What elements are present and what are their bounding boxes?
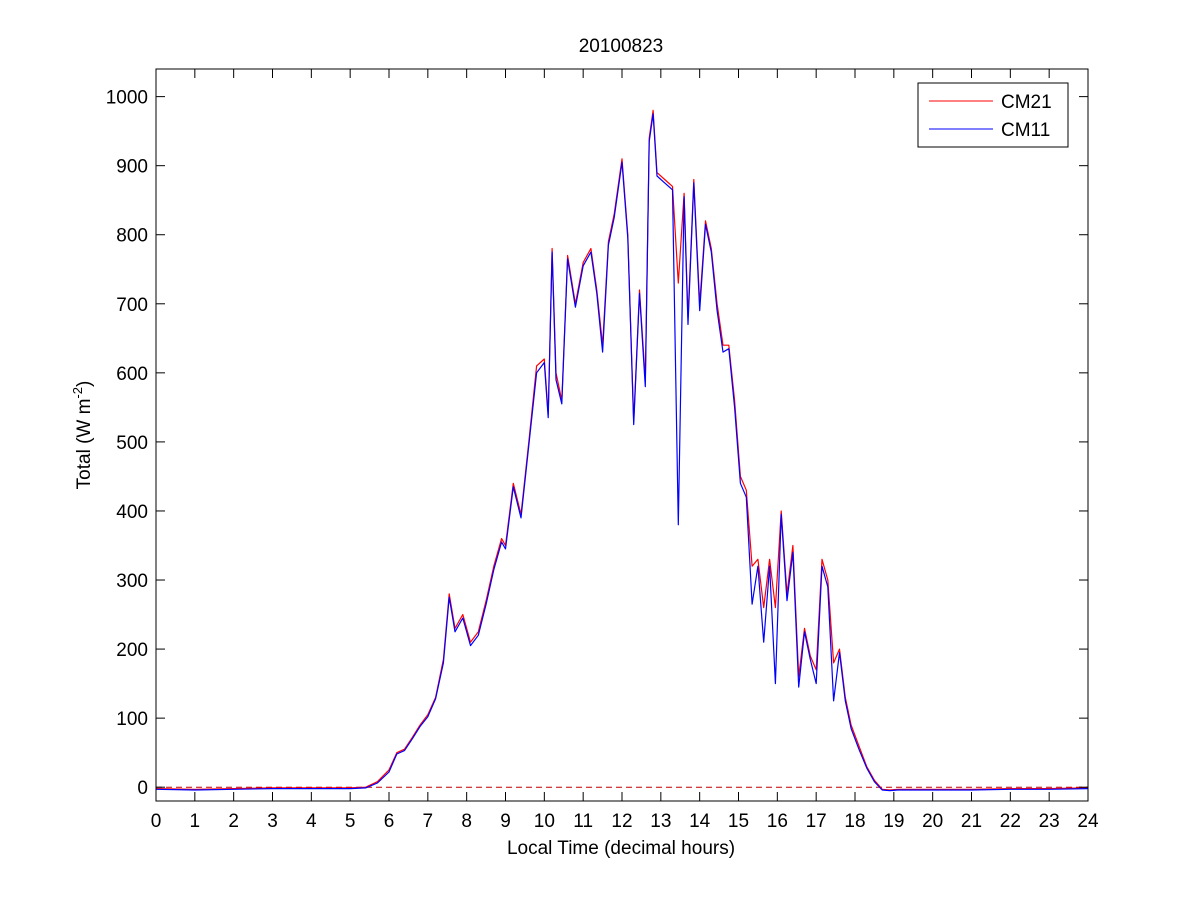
x-tick-label: 12 xyxy=(611,811,632,832)
x-tick-label: 6 xyxy=(384,811,395,832)
x-tick-label: 5 xyxy=(345,811,356,832)
x-tick-label: 10 xyxy=(534,811,555,832)
x-tick-label: 18 xyxy=(844,811,865,832)
legend-label-cm11: CM11 xyxy=(1001,120,1050,141)
x-tick-label: 22 xyxy=(1000,811,1021,832)
x-tick-label: 20 xyxy=(922,811,943,832)
x-tick-label: 21 xyxy=(961,811,982,832)
x-axis: 0 1 2 3 4 5 6 7 8 9 10 11 12 13 14 15 16 17 18 19 20 21 22 23 24 xyxy=(151,69,1099,832)
y-axis: 0 100 200 300 400 500 600 700 800 900 1000 xyxy=(106,88,1088,799)
y-tick-label: 600 xyxy=(116,364,148,385)
y-tick-label: 300 xyxy=(116,571,148,592)
legend-label-cm21: CM21 xyxy=(1001,92,1052,113)
x-tick-label: 3 xyxy=(267,811,278,832)
x-tick-label: 0 xyxy=(151,811,162,832)
x-tick-label: 14 xyxy=(689,811,711,832)
x-tick-label: 2 xyxy=(228,811,239,832)
legend: CM21 CM11 xyxy=(917,82,1069,148)
y-axis-label-close: ) xyxy=(74,381,95,387)
y-tick-label: 800 xyxy=(116,226,148,247)
x-tick-label: 9 xyxy=(500,811,511,832)
x-tick-label: 16 xyxy=(767,811,788,832)
x-tick-label: 8 xyxy=(461,811,472,832)
x-tick-label: 15 xyxy=(728,811,749,832)
x-tick-label: 11 xyxy=(573,811,593,832)
y-tick-label: 200 xyxy=(116,640,148,661)
y-axis-label-main: Total (W m xyxy=(74,399,95,490)
series-layer xyxy=(155,109,1089,792)
x-tick-label: 4 xyxy=(306,811,317,832)
x-tick-label: 23 xyxy=(1039,811,1060,832)
y-tick-label: 500 xyxy=(116,433,148,454)
x-tick-label: 24 xyxy=(1077,811,1099,832)
x-tick-label: 7 xyxy=(423,811,434,832)
y-tick-label: 0 xyxy=(137,778,148,799)
chart-title: 20100823 xyxy=(579,36,664,57)
y-tick-label: 400 xyxy=(116,502,148,523)
x-tick-label: 1 xyxy=(190,811,201,832)
plot-area xyxy=(156,69,1088,801)
y-tick-label: 700 xyxy=(116,295,148,316)
x-tick-label: 19 xyxy=(883,811,904,832)
legend-box xyxy=(917,82,1069,148)
y-tick-label: 1000 xyxy=(106,88,148,109)
y-axis-label: Total (W m-2) xyxy=(70,381,95,490)
x-tick-label: 17 xyxy=(806,811,827,832)
x-tick-label: 13 xyxy=(650,811,671,832)
y-tick-label: 100 xyxy=(116,709,148,730)
y-axis-label-superscript: -2 xyxy=(70,387,85,399)
x-axis-label: Local Time (decimal hours) xyxy=(507,838,735,859)
series-line-cm11 xyxy=(155,113,1089,792)
y-tick-label: 900 xyxy=(116,157,148,178)
